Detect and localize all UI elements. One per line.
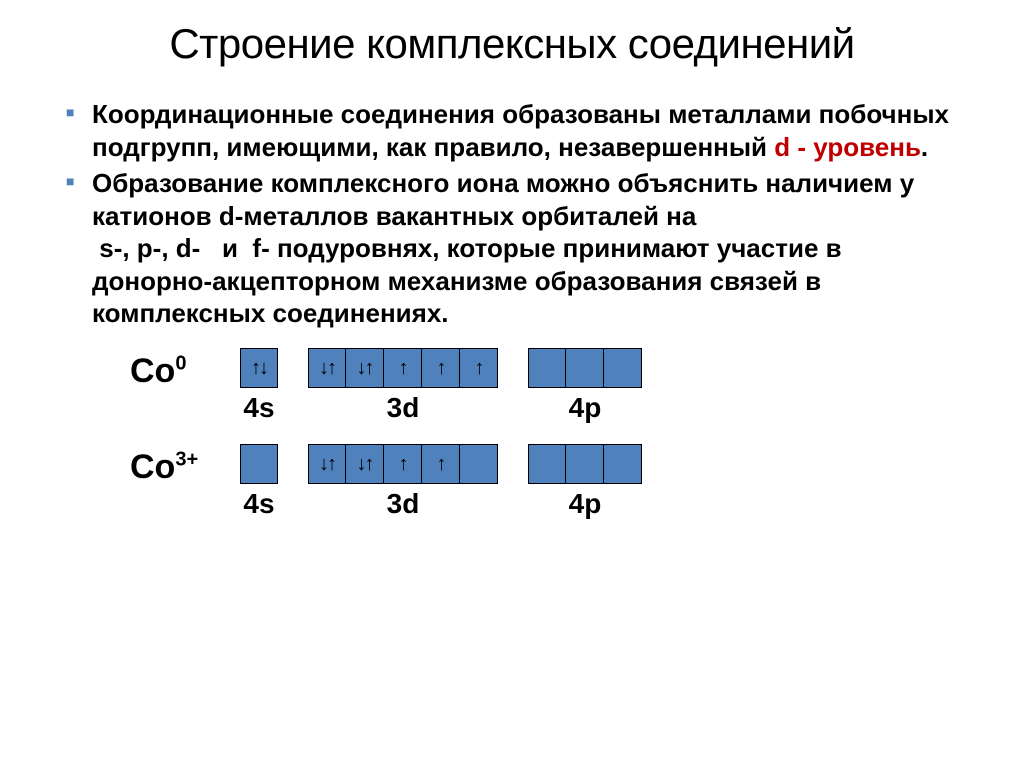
bullet-item: Образование комплексного иона можно объя… — [60, 167, 964, 330]
orbital-group: ↑↓ 4s — [240, 348, 278, 424]
orbital-boxes: ↑↓ — [240, 348, 278, 388]
orbital-box — [528, 444, 566, 484]
orbital-box — [566, 444, 604, 484]
bullet-list: Координационные соединения образованы ме… — [60, 98, 964, 330]
orbital-group: ↓↑↓↑↑↑3d — [308, 444, 498, 520]
orbital-box: ↑ — [422, 348, 460, 388]
orbital-label: 4s — [243, 392, 274, 424]
species-label: Co3+ — [130, 444, 240, 487]
orbital-group: 4p — [528, 348, 642, 424]
orbital-box: ↑ — [384, 348, 422, 388]
orbital-group: ↓↑↓↑↑↑↑3d — [308, 348, 498, 424]
orbital-boxes — [528, 348, 642, 388]
orbital-boxes — [528, 444, 642, 484]
bullet-item: Координационные соединения образованы ме… — [60, 98, 964, 163]
orbital-boxes: ↓↑↓↑↑↑↑ — [308, 348, 498, 388]
bullet-text: d - уровень — [774, 132, 921, 162]
orbital-diagrams: Co0↑↓4s↓↑↓↑↑↑↑3d4pCo3+4s↓↑↓↑↑↑3d4p — [60, 348, 964, 520]
orbital-boxes — [240, 444, 278, 484]
orbital-label: 4s — [243, 488, 274, 520]
orbital-group: 4s — [240, 444, 278, 520]
orbital-box: ↑ — [460, 348, 498, 388]
orbital-boxes: ↓↑↓↑↑↑ — [308, 444, 498, 484]
orbital-box — [240, 444, 278, 484]
orbital-box: ↓↑ — [308, 444, 346, 484]
slide-title: Строение комплексных соединений — [60, 20, 964, 68]
bullet-text: . — [921, 132, 928, 162]
orbital-label: 3d — [387, 488, 420, 520]
orbital-box: ↓↑ — [346, 348, 384, 388]
orbital-box — [528, 348, 566, 388]
orbital-label: 3d — [387, 392, 420, 424]
orbital-box: ↑ — [384, 444, 422, 484]
orbital-label: 4p — [569, 392, 602, 424]
orbital-box — [604, 348, 642, 388]
orbital-box — [460, 444, 498, 484]
orbital-box: ↓↑ — [308, 348, 346, 388]
orbital-box: ↑↓ — [240, 348, 278, 388]
orbital-row: Co3+4s↓↑↓↑↑↑3d4p — [130, 444, 964, 520]
orbital-box — [604, 444, 642, 484]
orbital-group: 4p — [528, 444, 642, 520]
orbital-box — [566, 348, 604, 388]
species-label: Co0 — [130, 348, 240, 391]
orbital-label: 4p — [569, 488, 602, 520]
orbital-row: Co0↑↓4s↓↑↓↑↑↑↑3d4p — [130, 348, 964, 424]
bullet-text: Образование комплексного иона можно объя… — [92, 168, 921, 328]
orbital-box: ↓↑ — [346, 444, 384, 484]
orbital-box: ↑ — [422, 444, 460, 484]
